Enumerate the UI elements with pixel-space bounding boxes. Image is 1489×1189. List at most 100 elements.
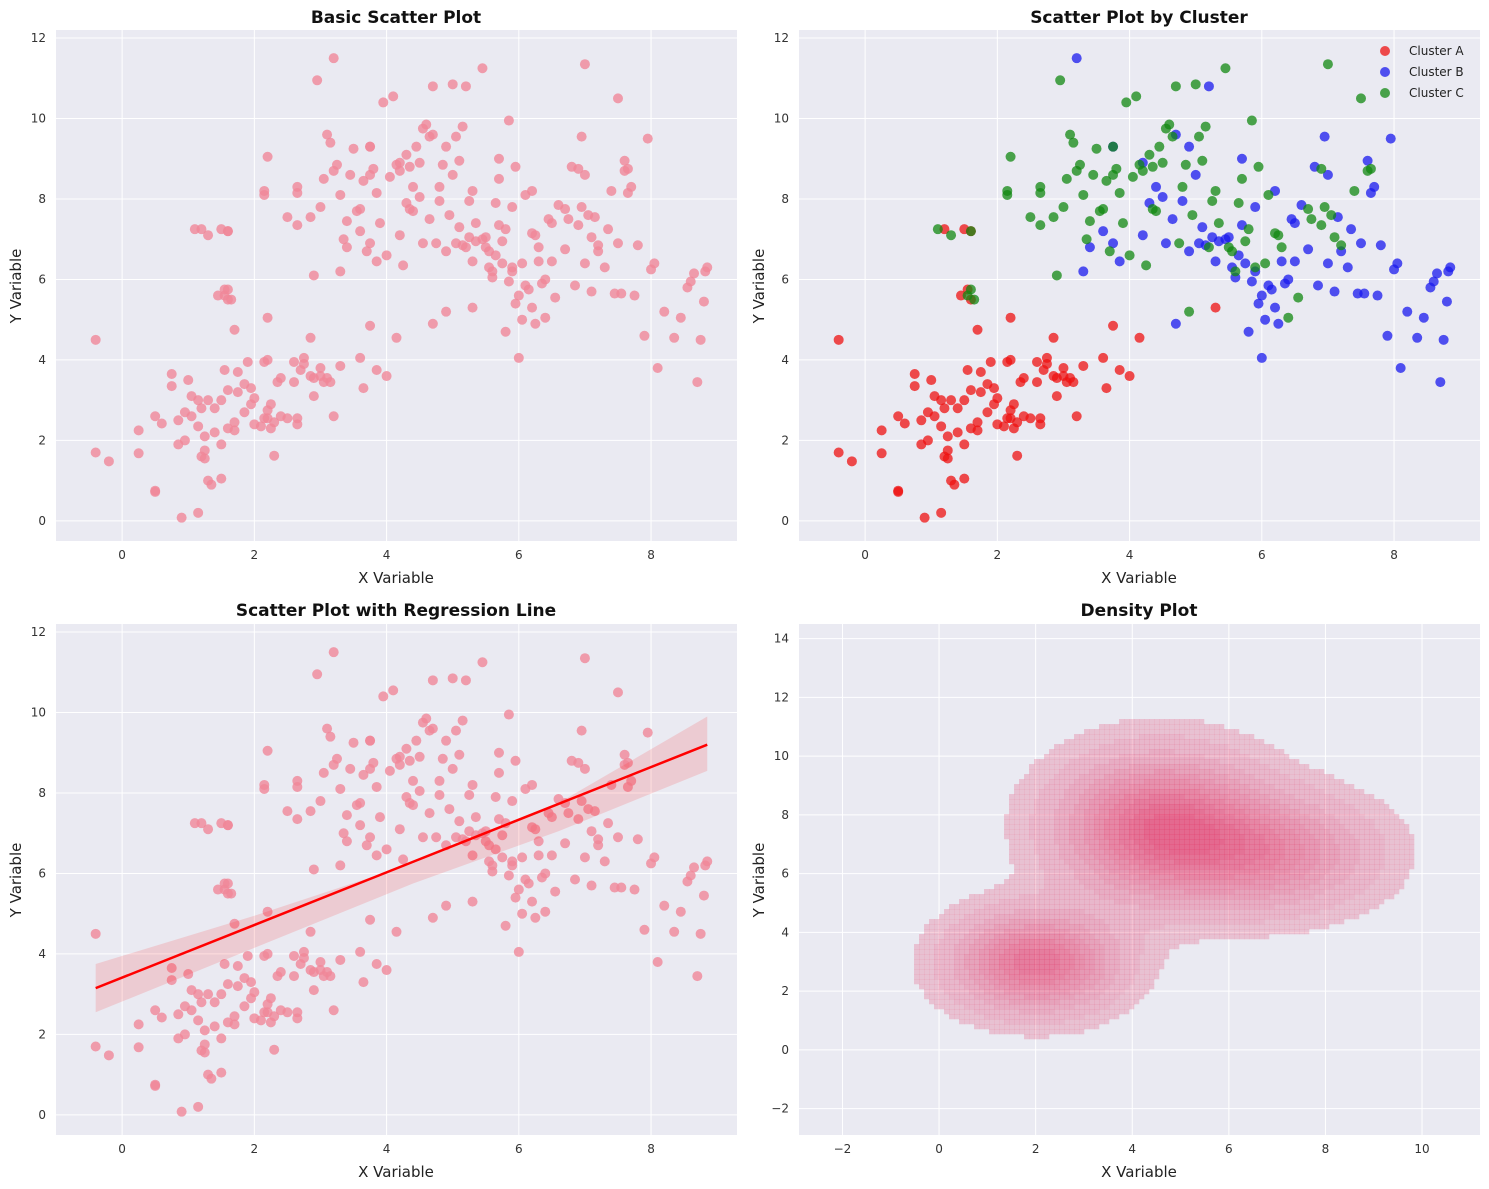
density-cell xyxy=(1354,869,1360,875)
density-cell xyxy=(994,964,1000,970)
scatter-point xyxy=(530,824,541,835)
scatter-point xyxy=(355,798,366,809)
scatter-point xyxy=(642,727,653,738)
density-cell xyxy=(1084,779,1090,785)
density-cell xyxy=(1029,1004,1035,1010)
plot-background xyxy=(56,30,737,541)
density-cell xyxy=(1239,809,1245,815)
density-cell xyxy=(954,969,960,975)
density-cell xyxy=(1199,824,1205,830)
density-cell xyxy=(1384,864,1390,870)
density-cell xyxy=(1114,724,1120,730)
scatter-point xyxy=(341,836,352,847)
density-cell xyxy=(1019,819,1025,825)
density-cell xyxy=(1054,944,1060,950)
density-cell xyxy=(1224,834,1230,840)
density-cell xyxy=(1329,864,1335,870)
density-cell xyxy=(1159,759,1165,765)
density-cell xyxy=(1054,839,1060,845)
density-cell xyxy=(1059,859,1065,865)
density-cell xyxy=(1074,979,1080,985)
scatter-point xyxy=(378,97,389,108)
scatter-point xyxy=(189,224,200,235)
density-cell xyxy=(979,1019,985,1025)
scatter-point xyxy=(408,775,419,786)
density-cell xyxy=(1104,764,1110,770)
density-cell xyxy=(1174,814,1180,820)
density-cell xyxy=(1104,934,1110,940)
density-cell xyxy=(1034,954,1040,960)
density-cell xyxy=(1324,869,1330,875)
density-cell xyxy=(1139,824,1145,830)
density-cell xyxy=(1124,964,1130,970)
density-cell xyxy=(1259,869,1265,875)
density-cell xyxy=(1269,829,1275,835)
density-cell xyxy=(1064,944,1070,950)
density-cell xyxy=(1199,869,1205,875)
density-cell xyxy=(1389,809,1395,815)
density-cell xyxy=(1064,824,1070,830)
density-cell xyxy=(1089,884,1095,890)
density-cell xyxy=(1304,794,1310,800)
density-cell xyxy=(1169,719,1175,725)
scatter-point xyxy=(454,816,465,827)
scatter-point xyxy=(546,850,557,861)
density-cell xyxy=(1214,754,1220,760)
density-cell xyxy=(1314,919,1320,925)
density-cell xyxy=(1134,969,1140,975)
density-cell xyxy=(1119,794,1125,800)
density-cell xyxy=(1254,854,1260,860)
density-cell xyxy=(1084,824,1090,830)
density-cell xyxy=(1299,909,1305,915)
scatter-point xyxy=(255,1015,266,1026)
density-cell xyxy=(1239,764,1245,770)
scatter-point xyxy=(500,326,511,337)
density-cell xyxy=(1054,744,1060,750)
density-cell xyxy=(1339,849,1345,855)
density-cell xyxy=(999,1004,1005,1010)
density-cell xyxy=(1179,914,1185,920)
density-cell xyxy=(1194,879,1200,885)
density-cell xyxy=(1129,919,1135,925)
density-cell xyxy=(1129,914,1135,920)
density-cell xyxy=(1244,774,1250,780)
density-cell xyxy=(1064,759,1070,765)
density-cell xyxy=(1234,799,1240,805)
density-cell xyxy=(1264,844,1270,850)
density-cell xyxy=(1074,999,1080,1005)
scatter-point xyxy=(689,862,700,873)
scatter-point xyxy=(493,747,504,758)
density-cell xyxy=(1094,869,1100,875)
density-cell xyxy=(1089,729,1095,735)
density-cell xyxy=(1339,879,1345,885)
density-cell xyxy=(1079,974,1085,980)
density-cell xyxy=(1179,929,1185,935)
density-cell xyxy=(1064,849,1070,855)
density-cell xyxy=(979,999,985,1005)
density-cell xyxy=(954,989,960,995)
density-cell xyxy=(1039,839,1045,845)
density-cell xyxy=(1094,929,1100,935)
density-cell xyxy=(1264,874,1270,880)
density-cell xyxy=(1349,869,1355,875)
density-cell xyxy=(1309,784,1315,790)
density-cell xyxy=(1174,764,1180,770)
density-cell xyxy=(1009,934,1015,940)
density-cell xyxy=(1214,829,1220,835)
density-cell xyxy=(1139,989,1145,995)
density-cell xyxy=(1004,884,1010,890)
density-cell xyxy=(1039,834,1045,840)
scatter-point xyxy=(586,232,597,243)
density-cell xyxy=(1104,924,1110,930)
density-cell xyxy=(1374,864,1380,870)
density-cell xyxy=(1224,799,1230,805)
density-cell xyxy=(1274,779,1280,785)
density-cell xyxy=(1104,784,1110,790)
density-cell xyxy=(1369,869,1375,875)
density-cell xyxy=(1184,889,1190,895)
density-cell xyxy=(1124,984,1130,990)
density-cell xyxy=(1119,769,1125,775)
density-cell xyxy=(1159,959,1165,965)
scatter-point xyxy=(414,785,425,796)
density-cell xyxy=(1319,899,1325,905)
